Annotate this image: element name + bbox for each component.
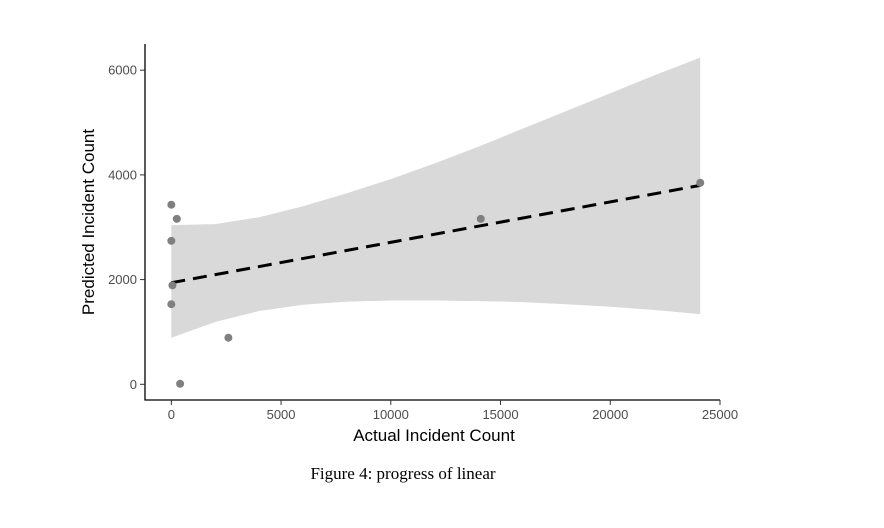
x-tick-label-20000: 20000 [592, 407, 628, 422]
x-tick-label-5000: 5000 [267, 407, 296, 422]
x-axis-title: Actual Incident Count [353, 426, 515, 445]
data-point-9 [696, 178, 705, 187]
x-tick-label-10000: 10000 [373, 407, 409, 422]
x-tick-label-0: 0 [168, 407, 175, 422]
y-tick-label-2000: 2000 [108, 272, 137, 287]
x-tick-label-25000: 25000 [702, 407, 738, 422]
y-tick-label-6000: 6000 [108, 63, 137, 78]
y-tick-label-0: 0 [130, 377, 137, 392]
fit-line-layer [171, 183, 701, 285]
figure-caption: Figure 4: progress of linear [310, 464, 496, 483]
data-point-5 [167, 300, 176, 309]
data-points-layer [167, 178, 705, 388]
data-point-1 [167, 200, 176, 209]
y-tick-label-4000: 4000 [108, 167, 137, 182]
data-point-7 [224, 333, 233, 342]
fit-line [171, 183, 701, 285]
data-point-3 [167, 236, 176, 245]
x-tick-label-15000: 15000 [482, 407, 518, 422]
y-axis-title: Predicted Incident Count [79, 129, 98, 315]
data-point-4 [168, 281, 177, 290]
axes-layer: 0 2000 4000 6000 0 5000 10000 15000 20000 25000 [108, 44, 738, 422]
confidence-band [171, 57, 701, 338]
data-point-6 [176, 379, 185, 388]
confidence-band-layer [171, 57, 701, 338]
data-point-8 [476, 214, 485, 223]
data-point-2 [172, 214, 181, 223]
